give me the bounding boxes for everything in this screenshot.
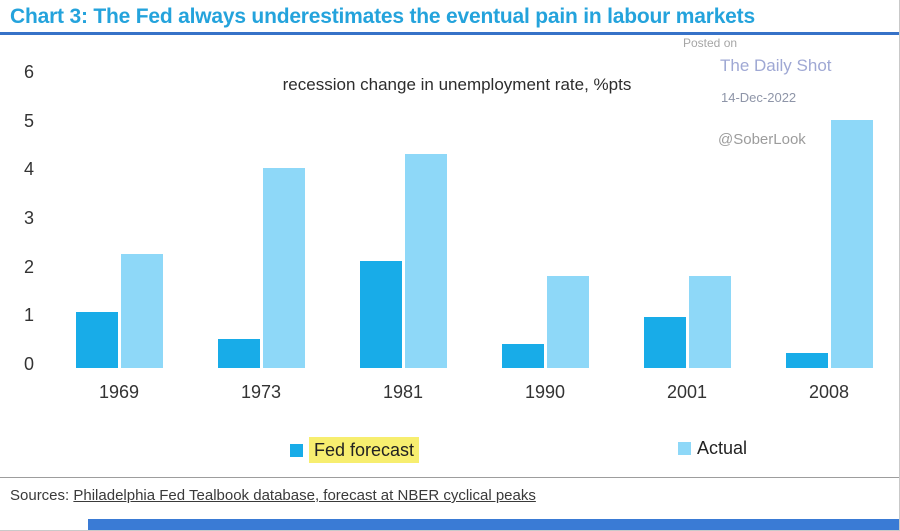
actual-label: Actual [697,438,748,458]
page-title: Chart 3: The Fed always underestimates t… [10,5,755,28]
x-tick-2001: 2001 [666,382,708,402]
fed-forecast-label: Fed forecast [309,437,420,463]
bottom-accent-bar [88,519,899,530]
y-axis: 0 1 2 3 4 5 6 [14,0,44,530]
y-tick-2: 2 [23,256,34,277]
sources-divider [0,477,899,478]
bar-actual-1981 [404,154,447,368]
bar-actual-2001 [688,276,731,368]
x-tick-2008: 2008 [808,382,850,402]
y-tick-1: 1 [23,305,34,326]
x-tick-1990: 1990 [524,382,566,402]
chart-subtitle: recession change in unemployment rate, %… [282,75,632,94]
watermark-daily-shot: The Daily Shot [720,56,832,75]
legend-item-actual: Actual [678,437,747,459]
y-tick-6: 6 [23,62,34,82]
bar-fed-forecast-2001 [643,317,686,368]
x-axis: 1969 1973 1981 1990 2001 2008 [48,382,899,403]
bar-actual-1990 [546,276,589,368]
bar-group-2008 [758,120,899,368]
bar-actual-1969 [120,254,163,368]
x-tick-1981: 1981 [382,382,424,402]
title-underline [0,32,899,35]
bar-group-1973 [190,168,332,368]
bar-group-1981 [332,154,474,368]
bar-fed-forecast-1981 [359,261,402,368]
sources-line: Sources: Philadelphia Fed Tealbook datab… [10,487,536,504]
actual-swatch [678,441,691,455]
y-tick-5: 5 [23,110,34,131]
bar-actual-2008 [830,120,873,368]
bar-group-1990 [474,276,616,368]
bar-group-2001 [616,276,758,368]
fed-forecast-swatch [290,443,303,457]
bar-group-1969 [48,254,190,368]
plot-area [48,76,899,368]
y-tick-3: 3 [23,208,34,228]
x-tick-1969: 1969 [98,382,140,402]
legend-item-fed-forecast: Fed forecast [290,437,420,463]
watermark-posted-on: Posted on [683,36,738,50]
watermark-date: 14-Dec-2022 [721,90,797,105]
y-tick-0: 0 [23,354,34,374]
y-tick-4: 4 [23,159,34,180]
bar-fed-forecast-1990 [501,344,544,368]
bar-fed-forecast-2008 [785,353,828,368]
watermark-handle: @SoberLook [718,131,806,148]
bar-fed-forecast-1973 [217,339,260,368]
x-tick-1973: 1973 [240,382,282,402]
sources-prefix: Sources: [10,487,74,504]
bar-actual-1973 [262,168,305,368]
bar-fed-forecast-1969 [75,312,118,368]
sources-text: Philadelphia Fed Tealbook database, fore… [73,487,536,504]
